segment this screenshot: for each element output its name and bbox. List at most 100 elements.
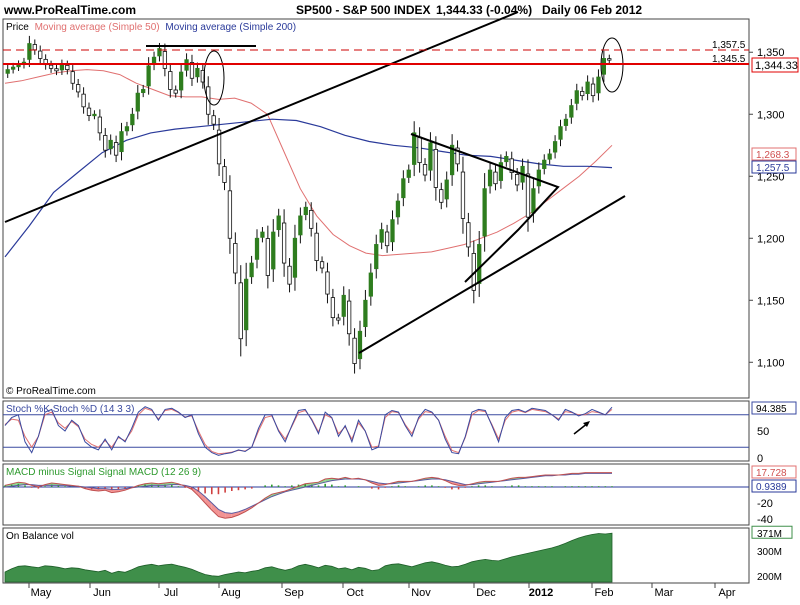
candle <box>108 139 113 150</box>
candle <box>352 337 357 364</box>
candle <box>119 131 124 153</box>
macd-tick-label: -20 <box>757 498 773 510</box>
month-label: May <box>31 587 52 599</box>
candle <box>162 51 168 69</box>
candle <box>357 330 363 360</box>
legend-ma200: Moving average (Simple 200) <box>165 22 296 33</box>
candle <box>319 261 325 269</box>
stoch-title: Stoch %K Stoch %D (14 3 3) <box>6 404 134 415</box>
candle <box>124 126 130 132</box>
candle <box>336 317 341 321</box>
month-label: Apr <box>718 587 735 599</box>
stoch-panel <box>2 400 750 462</box>
price-axis: 1,100 1,150 1,200 1,250 1,300 1,350 <box>757 47 785 369</box>
stochastic-indicator: 50 0 <box>3 406 769 465</box>
price-grid <box>749 51 753 363</box>
candle <box>536 169 541 187</box>
candle <box>466 222 471 248</box>
month-axis: May Jun Jul Aug Sep Oct Nov Dec 2012 Feb Mar Apr <box>28 583 736 599</box>
candle <box>460 171 466 219</box>
macd-fill <box>218 509 226 519</box>
month-label: Mar <box>655 587 674 599</box>
site-logo: www.ProRealTime.com <box>3 3 136 17</box>
month-label: 2012 <box>529 587 553 599</box>
candle <box>374 244 379 270</box>
macd-value: 17.728 <box>756 468 787 479</box>
candle <box>515 173 520 186</box>
candle <box>281 222 287 264</box>
macd-value-box <box>751 465 797 479</box>
candle <box>504 156 509 163</box>
candle <box>54 68 59 72</box>
month-label: Sep <box>284 587 304 599</box>
candle <box>455 147 460 165</box>
candle <box>477 244 482 284</box>
candle <box>27 43 32 60</box>
candle <box>292 237 298 278</box>
stoch-tick-label: 0 <box>757 453 763 465</box>
stoch-value: 94.385 <box>756 404 787 415</box>
triangle-pattern <box>410 133 560 283</box>
candle <box>130 113 135 126</box>
last-price-box <box>751 57 799 73</box>
candle <box>347 300 352 335</box>
stoch-arrow <box>573 421 590 435</box>
period-label: Daily 06 Feb 2012 <box>542 3 642 17</box>
stoch-tick-label: 50 <box>757 426 769 438</box>
candle <box>32 44 37 51</box>
obv-indicator: 371M 300M 200M <box>4 525 793 583</box>
candle <box>574 90 579 104</box>
price-labels: 1,357.5 1,345.5 1,344.33 1,268.3 1,257.5 <box>712 40 799 174</box>
candle <box>227 190 233 239</box>
ma200-value-box <box>751 160 797 174</box>
candle <box>303 206 308 216</box>
legend-price: Price <box>6 22 29 33</box>
candle <box>563 118 569 126</box>
candle <box>542 159 547 169</box>
candle <box>314 232 319 261</box>
candle <box>585 81 590 95</box>
obv-area <box>4 532 613 583</box>
copyright: © ProRealTime.com <box>6 386 96 397</box>
price-tick-label: 1,100 <box>757 357 785 369</box>
month-label: Jun <box>93 587 111 599</box>
macd-tick-label: -40 <box>757 514 773 526</box>
month-label: Dec <box>476 587 496 599</box>
candle <box>70 71 75 84</box>
candle <box>298 215 303 236</box>
month-label: Nov <box>411 587 431 599</box>
candle <box>325 271 330 295</box>
candle <box>81 93 86 108</box>
candle <box>390 219 395 243</box>
ma50-line <box>4 69 613 257</box>
price-tick-label: 1,250 <box>757 171 785 183</box>
candle <box>157 48 162 57</box>
candle <box>363 299 368 328</box>
signal-value: 0.9389 <box>756 482 787 493</box>
candle <box>222 166 227 183</box>
stoch-k-line <box>4 406 613 456</box>
stoch-value-box <box>751 401 797 415</box>
obv-tick-label: 300M <box>757 547 782 558</box>
instrument-title: SP500 - S&P 500 INDEX <box>296 3 431 17</box>
candle <box>439 189 444 203</box>
candle <box>401 178 406 199</box>
candle <box>216 129 222 165</box>
macd-title: MACD minus Signal Signal MACD (12 26 9) <box>6 467 201 478</box>
macd-fill <box>225 512 232 519</box>
candle <box>48 64 54 69</box>
candle <box>5 69 10 74</box>
candle <box>211 115 216 125</box>
candle <box>195 67 200 78</box>
candle <box>168 71 173 90</box>
candle <box>97 116 102 134</box>
macd-line <box>4 472 612 519</box>
candle <box>498 162 504 181</box>
candle <box>384 231 390 247</box>
signal-value-box <box>751 479 797 493</box>
price-tick-label: 1,150 <box>757 295 785 307</box>
candle <box>103 135 108 151</box>
candle <box>254 237 260 260</box>
